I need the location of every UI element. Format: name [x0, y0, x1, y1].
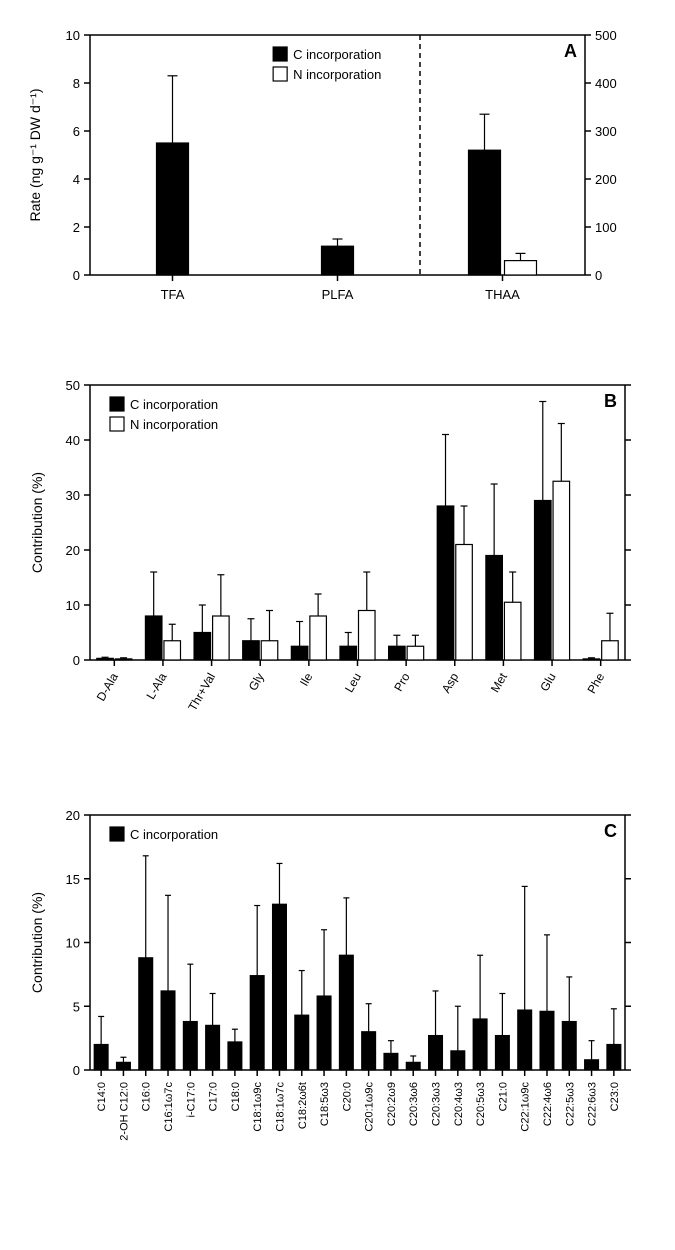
- svg-text:Glu: Glu: [537, 671, 558, 694]
- svg-text:Pro: Pro: [391, 670, 413, 693]
- svg-text:N incorporation: N incorporation: [130, 417, 218, 432]
- svg-text:15: 15: [66, 872, 80, 887]
- svg-text:C incorporation: C incorporation: [130, 827, 218, 842]
- svg-text:300: 300: [595, 124, 617, 139]
- svg-text:400: 400: [595, 76, 617, 91]
- svg-text:C23:0: C23:0: [609, 1082, 621, 1111]
- svg-text:Leu: Leu: [342, 671, 364, 695]
- svg-text:D-Ala: D-Ala: [94, 670, 121, 703]
- svg-text:C18:1ω9c: C18:1ω9c: [252, 1082, 264, 1132]
- svg-text:C17:0: C17:0: [208, 1082, 220, 1111]
- svg-text:C22:5ω3: C22:5ω3: [564, 1082, 576, 1126]
- svg-text:Asp: Asp: [439, 670, 462, 695]
- svg-text:L-Ala: L-Ala: [143, 670, 169, 702]
- panel-a: 02468100100200300400500Rate (ng g⁻¹ DW d…: [20, 20, 655, 320]
- svg-text:10: 10: [66, 936, 80, 951]
- svg-text:C incorporation: C incorporation: [130, 397, 218, 412]
- svg-text:0: 0: [595, 268, 602, 283]
- svg-text:C16:0: C16:0: [141, 1082, 153, 1111]
- svg-text:200: 200: [595, 172, 617, 187]
- svg-text:C20:3ω6: C20:3ω6: [408, 1082, 420, 1126]
- svg-text:THAA: THAA: [485, 287, 520, 302]
- svg-text:6: 6: [73, 124, 80, 139]
- svg-text:4: 4: [73, 172, 80, 187]
- svg-text:TFA: TFA: [161, 287, 185, 302]
- svg-text:Contribution (%): Contribution (%): [29, 892, 45, 993]
- svg-text:50: 50: [66, 378, 80, 393]
- svg-text:C22:6ω3: C22:6ω3: [587, 1082, 599, 1126]
- panel-b: 0 10 20 30 40 50 Contribution (%) D-Ala L-Ala Thr…: [20, 370, 655, 750]
- svg-text:Phe: Phe: [584, 670, 607, 696]
- svg-text:Ile: Ile: [297, 670, 316, 688]
- svg-text:Thr+Val: Thr+Val: [185, 671, 218, 714]
- svg-text:C22:4ω6: C22:4ω6: [542, 1082, 554, 1126]
- svg-text:C20:1ω9c: C20:1ω9c: [364, 1082, 376, 1132]
- panel-c: 0 5 10 15 20 Contribution (%) C14:0 2-OH C12:0 C…: [20, 800, 655, 1180]
- svg-text:C16:1ω7c: C16:1ω7c: [163, 1082, 175, 1132]
- svg-text:0: 0: [73, 653, 80, 668]
- svg-text:PLFA: PLFA: [322, 287, 354, 302]
- svg-text:C: C: [604, 821, 617, 841]
- chart-c: 0 5 10 15 20 Contribution (%) C14:0 2-OH C12:0 C…: [20, 800, 655, 1180]
- svg-text:C22:1ω9c: C22:1ω9c: [520, 1082, 532, 1132]
- svg-text:0: 0: [73, 268, 80, 283]
- chart-b: 0 10 20 30 40 50 Contribution (%) D-Ala L-Ala Thr…: [20, 370, 655, 750]
- svg-text:C18:1ω7c: C18:1ω7c: [274, 1082, 286, 1132]
- svg-text:10: 10: [66, 598, 80, 613]
- svg-text:C21:0: C21:0: [497, 1082, 509, 1111]
- svg-text:C14:0: C14:0: [96, 1082, 108, 1111]
- svg-text:C18:2ω6t: C18:2ω6t: [297, 1082, 309, 1129]
- svg-text:i-C17:0: i-C17:0: [185, 1082, 197, 1117]
- svg-text:B: B: [604, 391, 617, 411]
- svg-text:2-OH C12:0: 2-OH C12:0: [118, 1082, 130, 1141]
- svg-text:Rate (ng g⁻¹ DW d⁻¹): Rate (ng g⁻¹ DW d⁻¹): [27, 88, 43, 221]
- svg-text:C incorporation: C incorporation: [293, 47, 381, 62]
- svg-text:C20:5ω3: C20:5ω3: [475, 1082, 487, 1126]
- svg-text:N incorporation: N incorporation: [293, 67, 381, 82]
- svg-text:500: 500: [595, 28, 617, 43]
- svg-text:C18:5ω3: C18:5ω3: [319, 1082, 331, 1126]
- svg-text:20: 20: [66, 808, 80, 823]
- svg-text:Contribution (%): Contribution (%): [29, 472, 45, 573]
- svg-text:0: 0: [73, 1063, 80, 1078]
- svg-text:8: 8: [73, 76, 80, 91]
- svg-text:C20:4ω3: C20:4ω3: [453, 1082, 465, 1126]
- svg-text:Met: Met: [488, 670, 510, 695]
- svg-text:30: 30: [66, 488, 80, 503]
- figure: 02468100100200300400500Rate (ng g⁻¹ DW d…: [20, 20, 655, 1180]
- svg-text:5: 5: [73, 999, 80, 1014]
- svg-text:40: 40: [66, 433, 80, 448]
- svg-text:2: 2: [73, 220, 80, 235]
- svg-text:C20:0: C20:0: [341, 1082, 353, 1111]
- svg-text:Gly: Gly: [246, 671, 267, 694]
- svg-text:100: 100: [595, 220, 617, 235]
- svg-text:C20:3ω3: C20:3ω3: [431, 1082, 443, 1126]
- chart-a: 02468100100200300400500Rate (ng g⁻¹ DW d…: [20, 20, 655, 320]
- svg-text:C20:2ω9: C20:2ω9: [386, 1082, 398, 1126]
- svg-text:A: A: [564, 41, 577, 61]
- svg-text:C18:0: C18:0: [230, 1082, 242, 1111]
- svg-text:20: 20: [66, 543, 80, 558]
- svg-text:10: 10: [66, 28, 80, 43]
